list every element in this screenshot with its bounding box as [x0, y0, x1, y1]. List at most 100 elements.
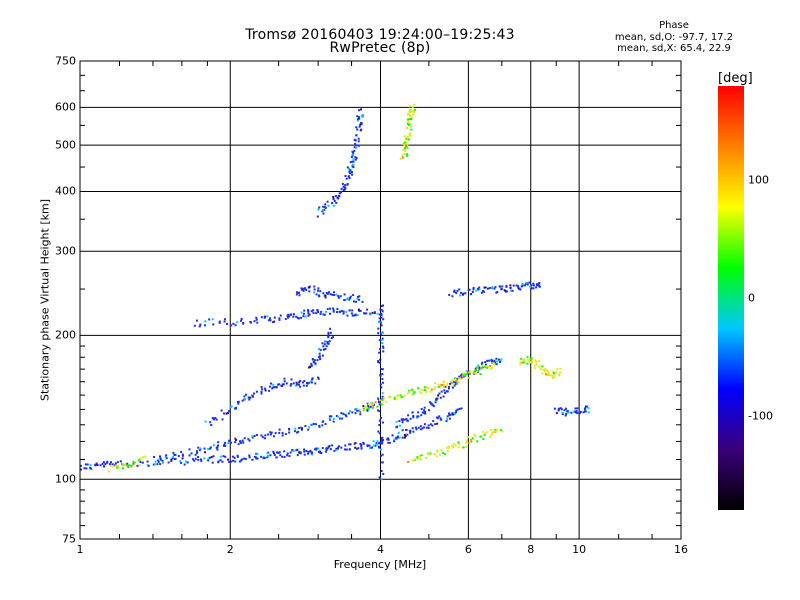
echo-point [342, 312, 345, 315]
echo-point [436, 397, 439, 400]
echo-point [320, 452, 323, 455]
echo-point [329, 327, 332, 330]
echo-point [377, 401, 380, 404]
echo-point [530, 358, 533, 361]
echo-point [302, 312, 305, 315]
echo-point [440, 418, 443, 421]
echo-point [228, 439, 231, 442]
echo-point [278, 317, 281, 320]
echo-point [435, 398, 438, 401]
echo-point [485, 431, 488, 434]
echo-point [354, 313, 357, 316]
echo-point [242, 441, 245, 444]
echo-point [255, 456, 258, 459]
echo-point [371, 446, 374, 449]
echo-point [200, 458, 203, 461]
echo-point [309, 449, 312, 452]
echo-point [410, 110, 413, 113]
echo-point [338, 417, 341, 420]
echo-point [191, 458, 194, 461]
echo-point [286, 452, 289, 455]
echo-point [403, 418, 406, 421]
echo-point [380, 331, 383, 334]
echo-point [559, 367, 562, 370]
echo-point [500, 358, 503, 361]
echo-point [425, 386, 428, 389]
echo-point [431, 403, 434, 406]
echo-point [319, 450, 322, 453]
echo-point [194, 457, 197, 460]
echo-point [349, 295, 352, 298]
echo-point [453, 384, 456, 387]
echo-point [377, 397, 380, 400]
echo-point [315, 293, 318, 296]
echo-point [432, 405, 435, 408]
echo-point [226, 322, 229, 325]
echo-point [303, 309, 306, 312]
echo-point [476, 440, 479, 443]
echo-point [530, 284, 533, 287]
echo-point [344, 444, 347, 447]
echo-point [366, 445, 369, 448]
echo-point [194, 453, 197, 456]
echo-point [362, 407, 365, 410]
echo-point [407, 460, 410, 463]
echo-point [245, 393, 248, 396]
echo-point [521, 361, 524, 364]
echo-point [457, 380, 460, 383]
x-axis-label: Frequency [MHz] [333, 558, 427, 571]
echo-point [407, 414, 410, 417]
echo-point [453, 377, 456, 380]
echo-point [420, 414, 423, 417]
echo-point [551, 377, 554, 380]
echo-point [490, 360, 493, 363]
echo-point [379, 374, 382, 377]
echo-point [212, 444, 215, 447]
echo-point [382, 381, 385, 384]
echo-point [381, 395, 384, 398]
echo-point [204, 320, 207, 323]
echo-point [211, 318, 214, 321]
echo-point [281, 432, 284, 435]
echo-point [458, 288, 461, 291]
echo-point [531, 357, 534, 360]
echo-point [489, 435, 492, 438]
echo-point [102, 461, 105, 464]
echo-point [324, 203, 327, 206]
echo-point [380, 403, 383, 406]
echo-point [408, 110, 411, 113]
echo-point [378, 317, 381, 320]
echo-point [409, 126, 412, 129]
echo-point [393, 440, 396, 443]
echo-point [307, 314, 310, 317]
echo-point [454, 383, 457, 386]
echo-point [295, 381, 298, 384]
echo-point [292, 449, 295, 452]
echo-point [129, 465, 132, 468]
echo-point [428, 409, 431, 412]
echo-point [332, 291, 335, 294]
echo-point [381, 368, 384, 371]
echo-point [342, 310, 345, 313]
echo-point [360, 114, 363, 117]
echo-point [348, 170, 351, 173]
echo-point [449, 382, 452, 385]
echo-point [419, 425, 422, 428]
echo-point [381, 442, 384, 445]
echo-point [323, 313, 326, 316]
echo-point [439, 453, 442, 456]
echo-point [360, 123, 363, 126]
echo-point [233, 407, 236, 410]
echo-point [324, 347, 327, 350]
echo-point [378, 432, 381, 435]
echo-point [232, 322, 235, 325]
echo-point [356, 119, 359, 122]
echo-point [209, 421, 212, 424]
echo-point [223, 318, 226, 321]
echo-point [380, 312, 383, 315]
echo-point [310, 380, 313, 383]
echo-point [465, 373, 468, 376]
echo-point [221, 460, 224, 463]
echo-point [357, 308, 360, 311]
echo-point [470, 440, 473, 443]
